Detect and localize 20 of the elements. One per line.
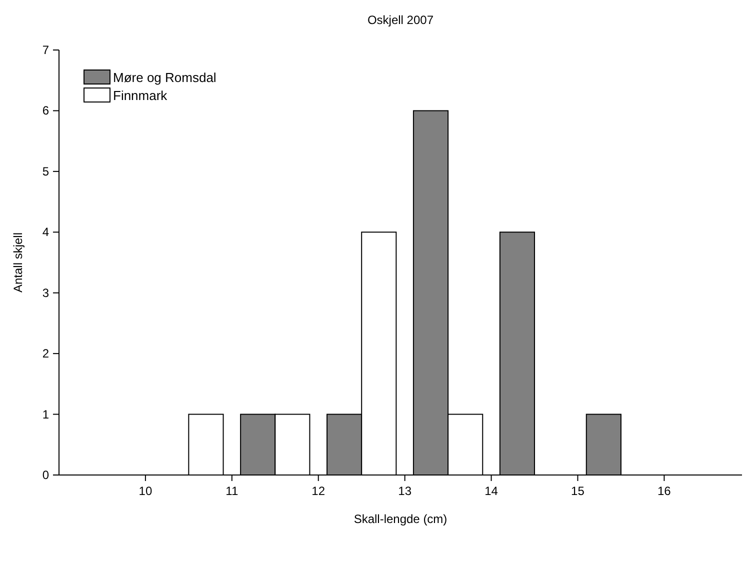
chart-title: Oskjell 2007	[367, 13, 434, 27]
x-tick-label: 13	[398, 484, 412, 498]
y-tick-label: 6	[42, 104, 50, 118]
x-tick-label: 10	[138, 484, 152, 498]
y-axis-title: Antall skjell	[11, 232, 25, 293]
y-tick-label: 5	[42, 164, 50, 178]
x-tick-label: 16	[658, 484, 672, 498]
legend-label: Møre og Romsdal	[113, 70, 216, 85]
y-tick-label: 3	[42, 286, 50, 300]
x-tick-label: 11	[226, 484, 238, 498]
y-tick-label: 0	[42, 468, 50, 482]
x-tick-label: 14	[484, 484, 498, 498]
y-tick-label: 4	[42, 225, 50, 240]
x-axis-title: Skall-lengde (cm)	[354, 512, 448, 526]
y-tick-label: 2	[42, 346, 50, 361]
y-tick-label: 1	[42, 407, 50, 422]
x-tick-label: 12	[312, 484, 326, 498]
y-tick-label: 7	[42, 43, 50, 57]
legend-label: Finnmark	[113, 88, 168, 103]
x-tick-label: 15	[571, 484, 585, 498]
